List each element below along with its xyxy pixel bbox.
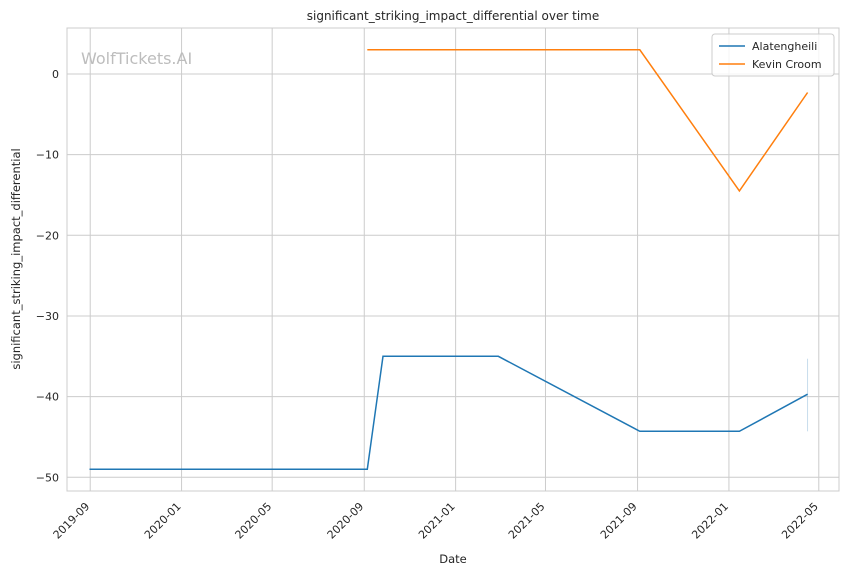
y-tick-label: −30 [36,310,59,323]
x-tick-label: 2021-01 [416,500,458,542]
x-tick-label: 2020-01 [142,500,184,542]
legend-label-kevin-croom: Kevin Croom [752,58,822,71]
x-axis-label: Date [439,552,467,566]
y-tick-label: −10 [36,149,59,162]
watermark: WolfTickets.AI [81,49,192,68]
x-tick-label: 2020-09 [325,500,367,542]
chart-title: significant_striking_impact_differential… [307,9,599,23]
x-tick-label: 2022-01 [689,500,731,542]
x-tick-label: 2022-05 [779,500,821,542]
series-line-alatengheili [89,355,808,470]
y-tick-label: 0 [52,68,59,81]
series-line-kevin-croom [367,49,809,193]
legend-box [711,33,835,77]
y-tick-label: −50 [36,471,59,484]
x-tick-label: 2020-05 [233,500,275,542]
y-tick-labels: 0 −10 −20 −30 −40 −50 [36,68,59,484]
x-tick-label: 2021-09 [598,500,640,542]
y-tick-label: −40 [36,391,59,404]
y-axis-label: significant_striking_impact_differential [9,148,23,369]
legend: Alatengheili Kevin Croom [711,33,835,77]
x-tick-labels: 2019-09 2020-01 2020-05 2020-09 2021-01 2021-… [51,500,821,542]
series-lines [89,49,809,470]
x-tick-label: 2021-05 [506,500,548,542]
legend-label-alatengheili: Alatengheili [752,40,817,53]
y-tick-label: −20 [36,229,59,242]
grid [67,28,839,491]
plot-area [66,27,840,492]
x-tick-label: 2019-09 [51,500,93,542]
